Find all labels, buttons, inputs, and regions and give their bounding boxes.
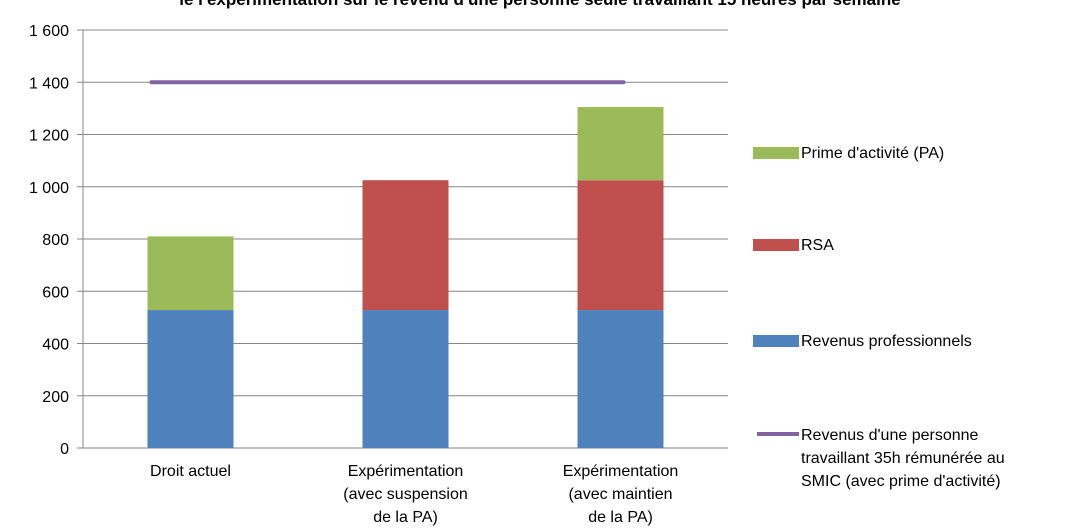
x-category-label: Expérimentation [563, 463, 679, 480]
y-tick-label: 400 [42, 337, 69, 354]
legend-label: travaillant 35h rémunérée au [801, 450, 1005, 467]
y-tick-label: 200 [42, 389, 69, 406]
x-category-label: Droit actuel [150, 463, 231, 480]
y-tick-label: 1 000 [29, 180, 69, 197]
y-tick-label: 1 200 [29, 128, 69, 145]
legend-label: Revenus professionnels [801, 333, 972, 350]
y-tick-label: 1 400 [29, 75, 69, 92]
legend-swatch [753, 147, 799, 159]
x-category-label: de la PA) [588, 509, 653, 526]
legend-label: Prime d'activité (PA) [801, 145, 944, 162]
legend-label: SMIC (avec prime d'activité) [801, 473, 1001, 490]
bar-segment [577, 180, 664, 311]
bar-segment [362, 310, 449, 448]
y-tick-label: 0 [60, 441, 69, 458]
legend-label: RSA [801, 237, 834, 254]
bar-segment [147, 310, 234, 448]
x-category-label: (avec suspension [343, 486, 468, 503]
legend-swatch [753, 239, 799, 251]
bar-segment [362, 180, 449, 311]
bar-segment [577, 107, 664, 181]
y-tick-label: 600 [42, 284, 69, 301]
legend-label: Revenus d'une personne [801, 427, 979, 444]
x-category-label: (avec maintien [568, 486, 672, 503]
chart-title: le l'expérimentation sur le revenu d'une… [0, 0, 1080, 10]
y-tick-label: 1 600 [29, 23, 69, 40]
y-tick-label: 800 [42, 232, 69, 249]
x-category-label: de la PA) [373, 509, 438, 526]
bar-segment [577, 310, 664, 448]
legend-swatch [753, 335, 799, 347]
x-category-label: Expérimentation [348, 463, 464, 480]
bar-segment [147, 236, 234, 311]
